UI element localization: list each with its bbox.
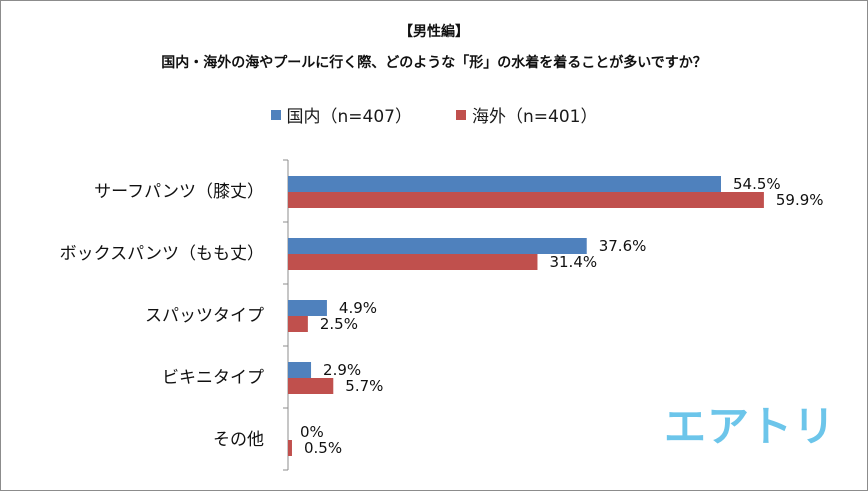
legend-label-domestic: 国内（n=407） — [286, 107, 412, 127]
value-label-overseas: 2.5% — [320, 315, 358, 333]
value-label-domestic: 54.5% — [733, 175, 781, 193]
bar-overseas — [288, 316, 308, 332]
bar-overseas — [288, 378, 334, 394]
legend-swatch-overseas — [456, 109, 466, 120]
value-label-overseas: 0.5% — [304, 439, 342, 457]
category-label: サーフパンツ（膝丈） — [94, 182, 264, 202]
category-label: ビキニタイプ — [162, 368, 264, 388]
category-label: その他 — [213, 430, 264, 450]
value-label-domestic: 37.6% — [599, 237, 647, 255]
value-label-domestic: 2.9% — [323, 361, 361, 379]
value-label-domestic: 0% — [300, 423, 324, 441]
chart-title: 【男性編】 — [399, 24, 469, 40]
chart-subtitle: 国内・海外の海やプールに行く際、どのような「形」の水着を着ることが多いですか？ — [161, 55, 707, 71]
value-label-overseas: 31.4% — [549, 253, 597, 271]
legend-item-domestic: 国内（n=407） — [270, 102, 412, 127]
bar-overseas — [288, 440, 292, 456]
value-label-overseas: 5.7% — [345, 377, 383, 395]
legend-item-overseas: 海外（n=401） — [456, 102, 597, 127]
legend-label-overseas: 海外（n=401） — [472, 107, 598, 127]
legend-swatch-domestic — [270, 109, 281, 120]
bar-domestic — [288, 176, 721, 192]
legend: 国内（n=407） 海外（n=401） — [0, 102, 868, 127]
bar-domestic — [288, 300, 327, 316]
category-label: スパッツタイプ — [145, 306, 264, 326]
value-label-domestic: 4.9% — [339, 299, 377, 317]
bar-domestic — [288, 362, 312, 378]
value-label-overseas: 59.9% — [776, 191, 824, 209]
brand-logo: エアトリ — [664, 402, 837, 451]
bar-overseas — [288, 254, 538, 270]
bar-overseas — [288, 192, 764, 208]
bar-domestic — [288, 238, 587, 254]
category-label: ボックスパンツ（もも丈） — [60, 244, 264, 264]
